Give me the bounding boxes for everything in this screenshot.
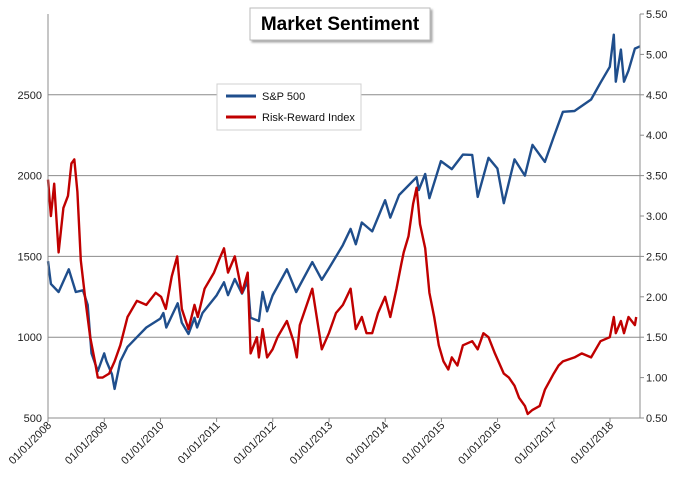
axes: 500 1000 1500 2000 2500 0.50 1.00 1.50 2.00 2.50 3… bbox=[7, 9, 668, 467]
x-tick-label: 01/01/2008 bbox=[7, 420, 54, 467]
y-left-tick-label: 1500 bbox=[18, 251, 42, 263]
y-right-tick-label: 2.50 bbox=[646, 251, 667, 263]
legend-label-sp500: S&P 500 bbox=[262, 91, 305, 103]
x-tick-label: 01/01/2013 bbox=[288, 420, 335, 467]
series-line-risk-reward-index bbox=[46, 158, 638, 416]
chart-title: Market Sentiment bbox=[261, 14, 420, 35]
y-left-tick-label: 1000 bbox=[18, 332, 42, 344]
x-tick-label: 01/01/2011 bbox=[176, 420, 223, 467]
legend: S&P 500 Risk-Reward Index bbox=[216, 83, 362, 131]
legend-label-risk-reward: Risk-Reward Index bbox=[262, 112, 355, 124]
x-tick-label: 01/01/2012 bbox=[231, 420, 278, 467]
x-tick-label: 01/01/2014 bbox=[344, 420, 391, 467]
y-left-tick-label: 500 bbox=[24, 413, 42, 425]
x-tick-label: 01/01/2018 bbox=[569, 420, 616, 467]
y-right-tick-label: 1.50 bbox=[646, 332, 667, 344]
x-tick-label: 01/01/2017 bbox=[513, 420, 560, 467]
y-right-tick-label: 1.00 bbox=[646, 373, 667, 385]
y-right-tick-label: 0.50 bbox=[646, 413, 667, 425]
y-right-tick-label: 4.00 bbox=[646, 130, 667, 142]
y-left-tick-label: 2000 bbox=[18, 171, 42, 183]
series-line-sp500 bbox=[46, 33, 641, 391]
y-left-tick-label: 2500 bbox=[18, 90, 42, 102]
y-right-tick-label: 2.00 bbox=[646, 292, 667, 304]
x-tick-label: 01/01/2010 bbox=[119, 420, 166, 467]
y-right-tick-label: 3.00 bbox=[646, 211, 667, 223]
series-layer bbox=[46, 33, 641, 416]
x-tick-label: 01/01/2016 bbox=[456, 420, 503, 467]
y-right-tick-label: 3.50 bbox=[646, 171, 667, 183]
y-right-tick-label: 5.00 bbox=[646, 49, 667, 61]
chart-title-box: Market Sentiment bbox=[249, 7, 431, 41]
y-right-tick-label: 5.50 bbox=[646, 9, 667, 21]
x-tick-label: 01/01/2015 bbox=[400, 420, 447, 467]
y-right-tick-label: 4.50 bbox=[646, 90, 667, 102]
x-tick-label: 01/01/2009 bbox=[63, 420, 110, 467]
